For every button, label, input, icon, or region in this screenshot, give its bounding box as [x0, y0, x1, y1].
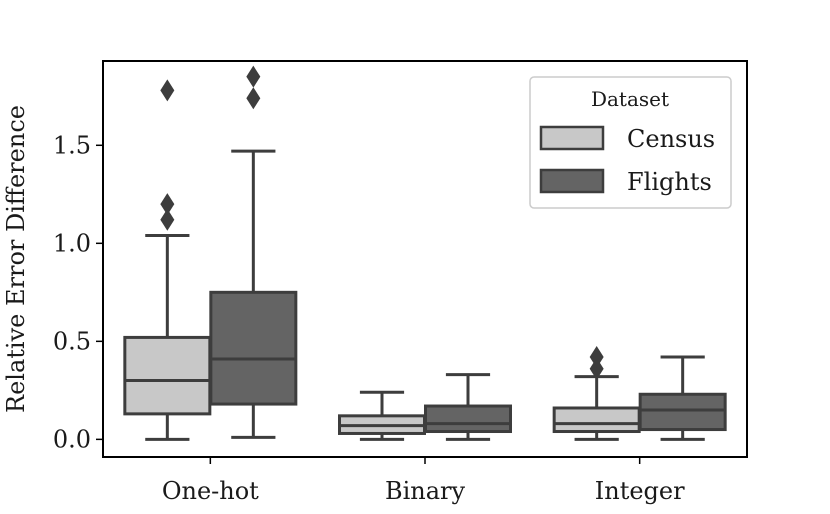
outlier-1 [246, 65, 261, 88]
x-tick-label-1: Binary [385, 477, 466, 505]
box-body [424, 404, 512, 434]
legend-label-census: Census [627, 125, 715, 153]
outlier-0 [589, 357, 604, 380]
legend-swatch-census [539, 125, 605, 151]
box-flights-1 [424, 373, 512, 441]
outlier-2 [160, 79, 175, 102]
x-axis: One-hot Binary Integer [162, 457, 685, 505]
outlier-1 [589, 346, 604, 369]
y-axis-label: Relative Error Difference [2, 105, 30, 413]
x-tick-label-2: Integer [595, 477, 685, 505]
outlier-1 [160, 193, 175, 216]
x-tick-label-0: One-hot [162, 477, 259, 505]
outlier-0 [160, 208, 175, 231]
box-census-0 [123, 79, 212, 441]
box-body [552, 406, 641, 434]
y-tick-label-1: 0.5 [53, 327, 91, 355]
outlier-0 [246, 87, 261, 110]
box-body [638, 392, 727, 432]
y-tick-label-2: 1.0 [53, 229, 91, 257]
legend-title: Dataset [591, 87, 669, 111]
box-census-2 [552, 346, 641, 441]
box-flights-0 [209, 65, 298, 439]
box-body [123, 335, 212, 416]
legend: Dataset Census Flights [529, 76, 732, 209]
y-tick-label-0: 0.0 [53, 425, 91, 453]
legend-label-flights: Flights [627, 168, 712, 196]
box-flights-2 [638, 355, 727, 441]
y-tick-label-3: 1.5 [53, 131, 91, 159]
box-census-1 [338, 390, 426, 441]
box-body [209, 290, 298, 406]
chart-marks [123, 65, 727, 441]
y-axis: 0.0 0.5 1.0 1.5 [53, 131, 103, 453]
legend-swatch-flights [539, 168, 605, 194]
